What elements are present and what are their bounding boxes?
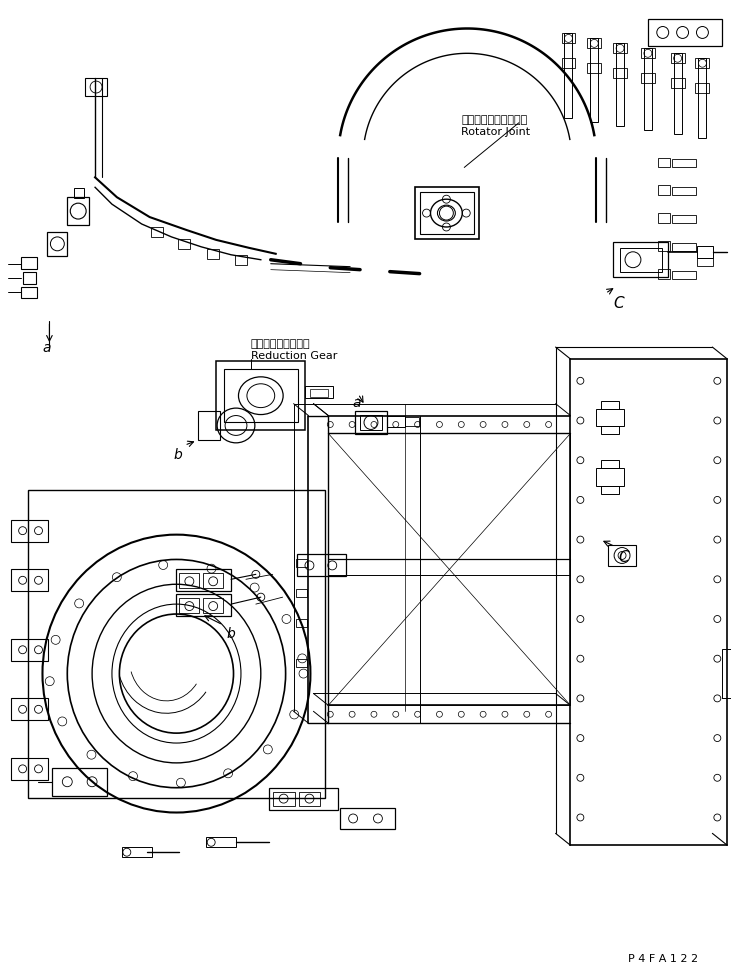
Bar: [613, 68, 627, 78]
Bar: [658, 269, 669, 279]
Bar: [658, 241, 669, 250]
Bar: [722, 649, 734, 698]
Bar: [658, 213, 669, 223]
Text: b: b: [226, 627, 235, 641]
Bar: [608, 544, 636, 567]
Bar: [269, 788, 338, 809]
Bar: [355, 411, 387, 434]
Bar: [203, 574, 223, 588]
Bar: [620, 247, 662, 272]
Text: リタクションギヤー: リタクションギヤー: [251, 339, 310, 349]
Bar: [178, 239, 190, 248]
Bar: [340, 807, 395, 830]
Bar: [696, 58, 709, 68]
Text: a: a: [43, 341, 51, 356]
Bar: [203, 598, 223, 613]
Text: a: a: [352, 395, 360, 410]
Bar: [601, 460, 619, 468]
Bar: [696, 83, 709, 93]
Bar: [48, 232, 68, 256]
Bar: [641, 73, 655, 83]
Bar: [21, 286, 37, 298]
Bar: [176, 594, 231, 616]
Bar: [672, 160, 697, 168]
Bar: [616, 44, 624, 126]
Text: b: b: [173, 448, 182, 463]
Bar: [11, 520, 48, 542]
Bar: [198, 411, 220, 440]
Bar: [179, 598, 199, 613]
Bar: [671, 54, 685, 63]
Bar: [52, 768, 107, 796]
Bar: [658, 158, 669, 168]
Bar: [28, 490, 325, 798]
Bar: [587, 38, 601, 49]
Bar: [671, 78, 685, 88]
Bar: [296, 619, 308, 627]
Bar: [601, 400, 619, 409]
Text: C: C: [618, 549, 629, 565]
Bar: [11, 698, 48, 720]
Bar: [420, 192, 474, 234]
Bar: [697, 245, 713, 258]
Bar: [613, 44, 627, 54]
Bar: [672, 215, 697, 223]
Bar: [699, 58, 706, 137]
Bar: [150, 227, 162, 237]
Bar: [74, 188, 84, 198]
Bar: [697, 258, 713, 266]
Bar: [179, 574, 199, 588]
Text: Reduction Gear: Reduction Gear: [251, 351, 337, 361]
Bar: [404, 417, 418, 427]
Bar: [672, 271, 697, 279]
Bar: [296, 658, 308, 666]
Bar: [296, 589, 308, 597]
Bar: [641, 49, 655, 58]
Bar: [122, 847, 152, 857]
Bar: [299, 792, 320, 805]
Text: C: C: [613, 296, 624, 312]
Bar: [68, 197, 89, 225]
Bar: [672, 243, 697, 250]
Text: P 4 F A 1 2 2: P 4 F A 1 2 2: [628, 955, 698, 964]
Bar: [601, 486, 619, 494]
Bar: [564, 33, 573, 118]
Bar: [613, 242, 668, 277]
Bar: [387, 416, 404, 428]
Bar: [305, 386, 333, 397]
Bar: [590, 38, 598, 122]
Bar: [273, 792, 294, 805]
Bar: [360, 415, 382, 431]
Bar: [216, 361, 305, 431]
Bar: [224, 369, 297, 423]
Bar: [235, 255, 247, 265]
Bar: [415, 187, 479, 239]
Bar: [206, 838, 236, 847]
Bar: [11, 758, 48, 780]
Bar: [674, 54, 682, 133]
Bar: [207, 248, 219, 259]
Bar: [310, 389, 328, 396]
Bar: [23, 272, 35, 283]
Bar: [658, 185, 669, 195]
Bar: [562, 58, 575, 68]
Bar: [11, 570, 48, 591]
Bar: [21, 257, 37, 269]
Bar: [11, 639, 48, 660]
Bar: [644, 49, 652, 130]
Bar: [562, 33, 575, 44]
Bar: [297, 554, 346, 577]
Bar: [596, 468, 624, 486]
Bar: [672, 187, 697, 195]
Bar: [587, 63, 601, 73]
Bar: [596, 409, 624, 427]
Text: Rotator Joint: Rotator Joint: [461, 127, 531, 136]
Text: ロータータジョイント: ロータータジョイント: [461, 115, 528, 125]
Bar: [296, 559, 308, 568]
Bar: [601, 427, 619, 434]
Bar: [648, 19, 722, 47]
Bar: [176, 570, 231, 591]
Bar: [85, 78, 107, 96]
